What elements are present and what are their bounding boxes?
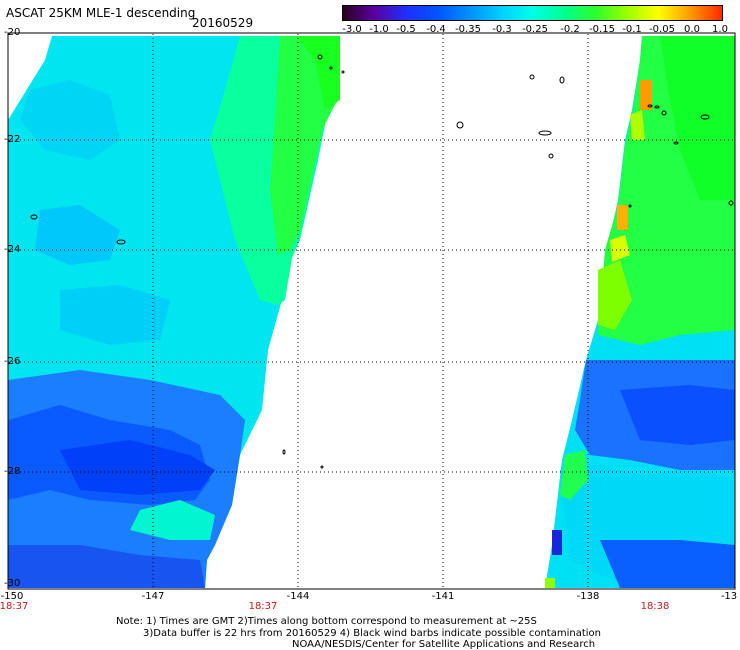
colorbar-label: -0.5 (396, 24, 416, 35)
map-date: 20160529 (192, 16, 254, 30)
left-swath (8, 36, 340, 588)
lat-label: -26 (4, 356, 21, 367)
lon-label: -13 (720, 591, 738, 602)
map-title: ASCAT 25KM MLE-1 descending (6, 6, 196, 20)
colorbar-labels: -3.0 -1.0 -0.5 -0.4 -0.35 -0.3 -0.25 -0.… (342, 24, 740, 36)
time-label: 18:37 (0, 601, 29, 612)
lat-label: -24 (4, 244, 21, 255)
lat-label: -30 (4, 578, 21, 589)
map-border (7, 32, 736, 590)
colorbar-label: 0.0 (684, 24, 700, 35)
lon-label: -141 (431, 591, 455, 602)
colorbar (342, 5, 723, 21)
colorbar-label: -1.0 (369, 24, 389, 35)
lon-label: -138 (576, 591, 600, 602)
footnote-line-3: NOAA/NESDIS/Center for Satellite Applica… (292, 639, 596, 650)
colorbar-label: -0.25 (522, 24, 548, 35)
lat-label: -22 (4, 134, 21, 145)
lon-label: -150 (0, 591, 24, 602)
right-swath (545, 36, 735, 588)
time-label: 18:37 (248, 601, 278, 612)
lon-label: -147 (141, 591, 165, 602)
time-label: 18:38 (640, 601, 670, 612)
footnote-line-1: Note: 1) Times are GMT 2)Times along bot… (116, 616, 537, 627)
colorbar-label: -0.4 (426, 24, 446, 35)
lon-label: -144 (286, 591, 310, 602)
colorbar-label: -0.2 (560, 24, 580, 35)
island-outlines (30, 54, 734, 469)
colorbar-label: -0.35 (455, 24, 481, 35)
lat-label: -28 (4, 466, 21, 477)
footnote-line-2: 3)Data buffer is 22 hrs from 20160529 4)… (143, 628, 601, 639)
lat-label: -20 (4, 27, 21, 38)
colorbar-label: -0.1 (622, 24, 642, 35)
colorbar-label: 1.0 (712, 24, 728, 35)
colorbar-label: -0.15 (589, 24, 615, 35)
colorbar-label: -0.05 (649, 24, 675, 35)
colorbar-label: -3.0 (342, 24, 362, 35)
graticule (8, 34, 735, 588)
colorbar-label: -0.3 (492, 24, 512, 35)
